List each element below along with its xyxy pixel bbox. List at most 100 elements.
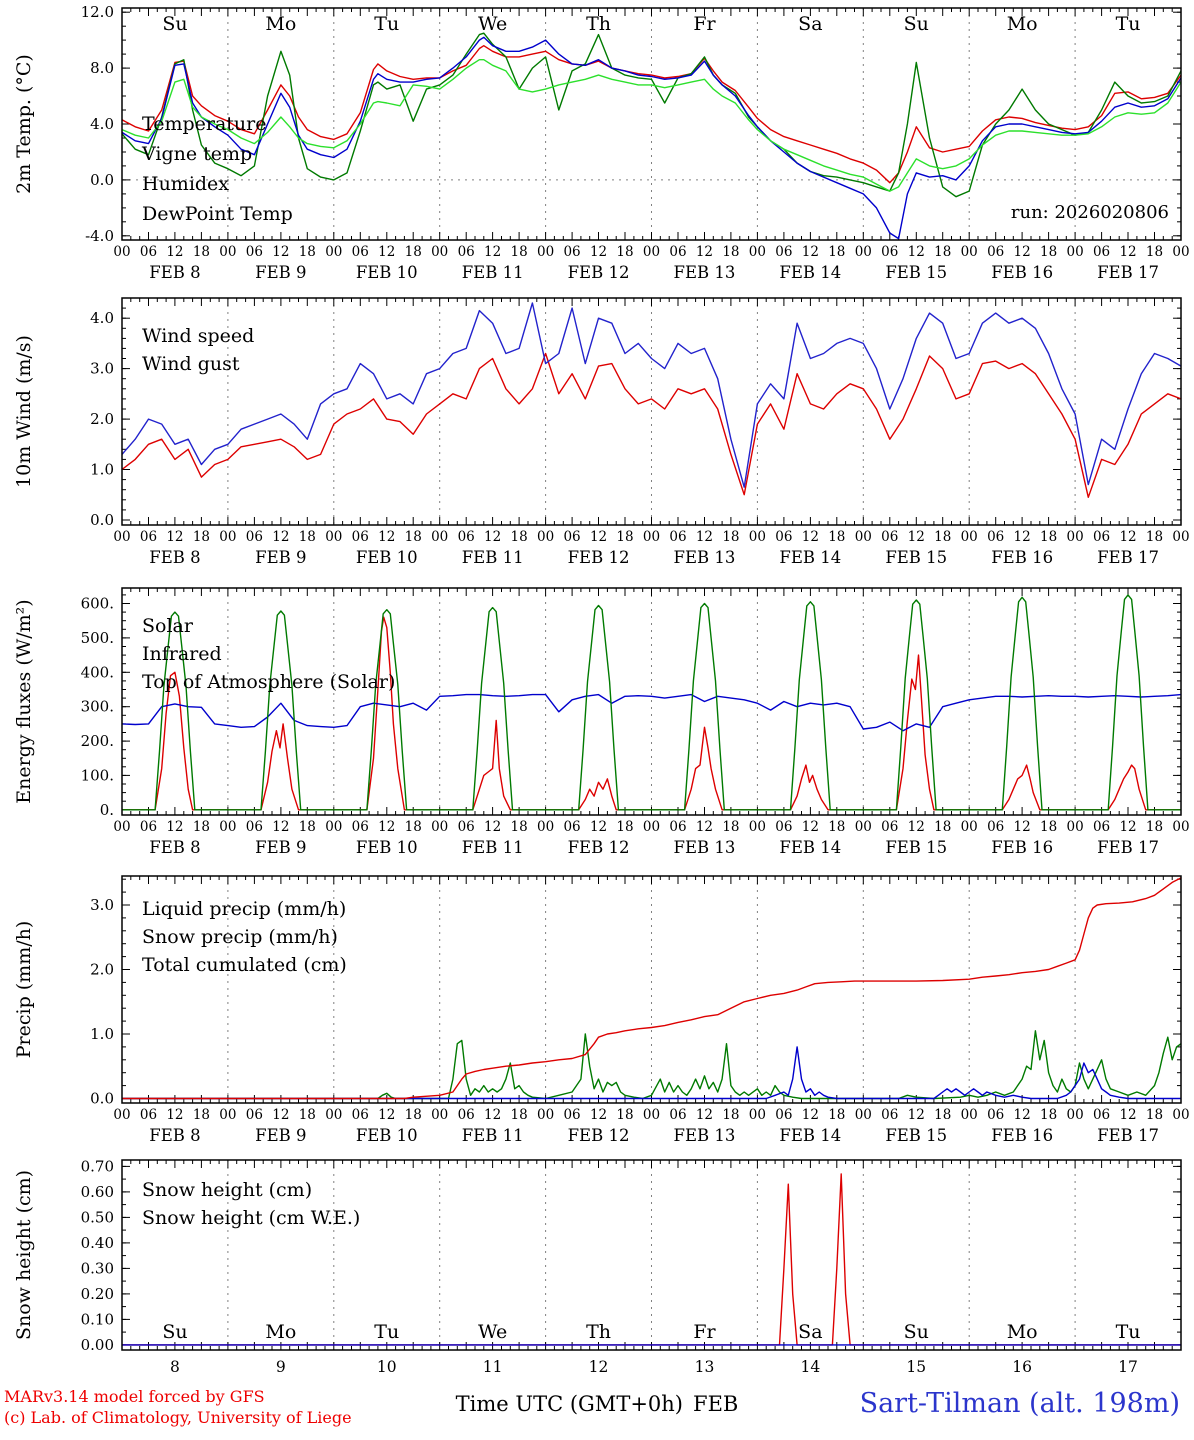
- hour-label: 06: [563, 244, 580, 260]
- day-number-label: 17: [1118, 1358, 1138, 1376]
- hour-label: 12: [1014, 529, 1031, 545]
- weekday-label: Sa: [798, 13, 822, 35]
- hour-label: 06: [140, 529, 157, 545]
- legend-solar: Solar: [142, 615, 194, 637]
- legend-snow-height-cm-w-e: Snow height (cm W.E.): [142, 1207, 360, 1229]
- hour-label: 12: [696, 819, 713, 835]
- hour-label: 12: [1014, 244, 1031, 260]
- model-credit-line2: (c) Lab. of Climatology, University of L…: [4, 1408, 352, 1427]
- hour-label: 12: [590, 1107, 607, 1123]
- hour-label: 12: [272, 1107, 289, 1123]
- y-axis-label: 2m Temp. (°C): [13, 54, 35, 194]
- day-number-label: 10: [377, 1358, 397, 1376]
- series-line-wind-speed: [122, 352, 1181, 498]
- axis-month-label: FEB: [693, 1392, 739, 1416]
- hour-label: 00: [325, 1107, 342, 1123]
- day-number-label: 14: [800, 1358, 820, 1376]
- weekday-label: Fr: [693, 1321, 716, 1343]
- hour-label: 18: [299, 244, 316, 260]
- legend-wind-gust: Wind gust: [142, 353, 240, 375]
- y-tick-label: 0.40: [81, 1234, 114, 1252]
- hour-label: 06: [881, 529, 898, 545]
- hour-label: 18: [828, 1107, 845, 1123]
- y-tick-label: 0.0: [90, 171, 114, 189]
- hour-label: 00: [1067, 819, 1084, 835]
- hour-label: 06: [140, 244, 157, 260]
- hour-label: 06: [987, 819, 1004, 835]
- hour-label: 18: [405, 819, 422, 835]
- hour-label: 00: [961, 1107, 978, 1123]
- hour-label: 12: [166, 529, 183, 545]
- legend-snow-precip-mm-h: Snow precip (mm/h): [142, 926, 338, 948]
- series-group: [122, 32, 1181, 240]
- hour-label: 18: [405, 244, 422, 260]
- hour-label: 18: [934, 1107, 951, 1123]
- hour-label: 06: [987, 244, 1004, 260]
- hour-label: 00: [325, 819, 342, 835]
- hour-label: 12: [484, 819, 501, 835]
- hour-label: 12: [696, 244, 713, 260]
- hour-label: 18: [405, 529, 422, 545]
- hour-label: 06: [669, 819, 686, 835]
- hour-label: 12: [908, 1107, 925, 1123]
- hour-label: 00: [643, 529, 660, 545]
- weekday-label: Tu: [1116, 13, 1141, 35]
- y-tick-label: 400.: [81, 663, 114, 681]
- hour-label: 18: [722, 1107, 739, 1123]
- weekday-label: Th: [586, 1321, 611, 1343]
- hour-label: 12: [1119, 529, 1136, 545]
- y-tick-label: 0.0: [90, 1089, 114, 1107]
- hour-label: 06: [246, 1107, 263, 1123]
- y-tick-label: 0.: [100, 801, 114, 819]
- series-line-infrared: [122, 693, 1181, 732]
- hour-label: 06: [352, 529, 369, 545]
- site-label: Sart-Tilman (alt. 198m): [859, 1388, 1180, 1419]
- hour-label: 06: [352, 1107, 369, 1123]
- hour-label: 00: [325, 529, 342, 545]
- y-axis-label: Energy fluxes (W/m²): [13, 599, 35, 803]
- hour-label: 18: [299, 529, 316, 545]
- hour-label: 18: [511, 819, 528, 835]
- hour-label: 06: [140, 1107, 157, 1123]
- hour-label: 06: [458, 244, 475, 260]
- hour-label: 18: [828, 244, 845, 260]
- hour-label: 18: [1040, 819, 1057, 835]
- date-label: FEB 17: [1097, 838, 1159, 857]
- hour-label: 00: [1172, 819, 1189, 835]
- hour-label: 06: [246, 244, 263, 260]
- date-label: FEB 12: [568, 548, 630, 567]
- hour-label: 18: [722, 244, 739, 260]
- hour-label: 18: [934, 819, 951, 835]
- hour-label: 12: [378, 244, 395, 260]
- legend-dewpoint-temp: DewPoint Temp: [142, 203, 293, 225]
- hour-label: 18: [1040, 244, 1057, 260]
- hour-label: 06: [987, 1107, 1004, 1123]
- hour-label: 00: [537, 819, 554, 835]
- hour-label: 00: [749, 529, 766, 545]
- y-tick-label: 0.50: [81, 1208, 114, 1226]
- hour-label: 12: [908, 244, 925, 260]
- hour-label: 12: [590, 819, 607, 835]
- weekday-label: Sa: [798, 1321, 822, 1343]
- hour-label: 00: [219, 819, 236, 835]
- date-label: FEB 17: [1097, 548, 1159, 567]
- date-label: FEB 12: [568, 838, 630, 857]
- legend-humidex: Humidex: [142, 173, 229, 195]
- y-tick-label: 3.0: [90, 360, 114, 378]
- date-label: FEB 17: [1097, 263, 1159, 282]
- day-number-label: 8: [170, 1358, 180, 1376]
- hour-label: 12: [378, 1107, 395, 1123]
- hour-label: 12: [484, 529, 501, 545]
- hour-label: 00: [749, 244, 766, 260]
- date-label: FEB 15: [885, 838, 947, 857]
- hour-label: 06: [246, 529, 263, 545]
- series-group: [122, 594, 1181, 811]
- hour-label: 06: [775, 244, 792, 260]
- hour-label: 06: [1093, 244, 1110, 260]
- series-line-snow-precip-mm-h: [122, 1046, 1181, 1100]
- hour-label: 12: [1014, 1107, 1031, 1123]
- hour-label: 18: [511, 244, 528, 260]
- hour-label: 06: [352, 244, 369, 260]
- day-number-label: 13: [695, 1358, 715, 1376]
- date-label: FEB 15: [885, 548, 947, 567]
